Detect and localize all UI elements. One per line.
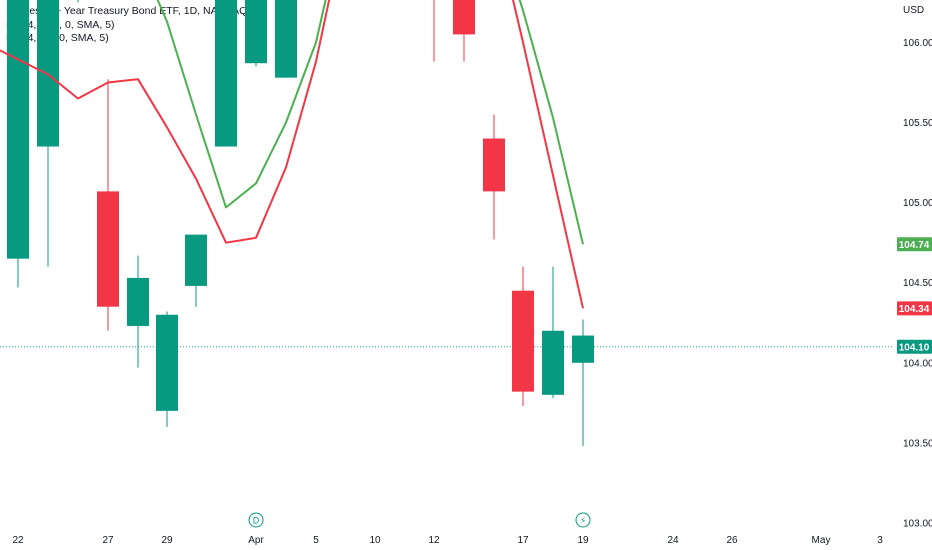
- candle-body[interactable]: [483, 138, 505, 192]
- candle-body[interactable]: [127, 277, 149, 326]
- x-tick-label: May: [812, 535, 831, 546]
- candle-body[interactable]: [453, 0, 475, 35]
- y-tick-label: 104.50: [903, 278, 932, 289]
- x-tick-label: 12: [428, 535, 440, 546]
- x-tick-label: 19: [577, 535, 589, 546]
- y-tick-label: 104.00: [903, 358, 932, 369]
- candle-body[interactable]: [97, 191, 119, 307]
- x-tick-label: 10: [369, 535, 381, 546]
- candle-body[interactable]: [572, 335, 594, 363]
- x-tick-label: 26: [726, 535, 738, 546]
- y-tick-label: 103.50: [903, 438, 932, 449]
- event-marker-icon[interactable]: [248, 512, 264, 528]
- y-tick-label: 103.00: [903, 519, 932, 530]
- x-tick-label: Apr: [248, 535, 264, 546]
- candle-body[interactable]: [542, 330, 564, 395]
- price-badge-label: 104.34: [899, 304, 930, 315]
- y-tick-label: 105.00: [903, 198, 932, 209]
- x-tick-label: 5: [313, 535, 319, 546]
- y-tick-label: 105.50: [903, 118, 932, 129]
- candle-body[interactable]: [156, 314, 178, 411]
- candle-body[interactable]: [7, 0, 29, 259]
- price-badge-label: 104.10: [899, 342, 930, 353]
- price-badge: [897, 339, 932, 354]
- event-marker-glyph: ⚡: [580, 516, 586, 526]
- candle-body[interactable]: [185, 234, 207, 286]
- event-marker-icon[interactable]: [575, 512, 591, 528]
- chart-legend: Ishares 20+ Year Treasury Bond ETF, 1D, …: [6, 5, 247, 46]
- currency-label: USD: [903, 5, 925, 16]
- ma-high-line: [156, 0, 584, 245]
- legend-title: Ishares 20+ Year Treasury Bond ETF, 1D, …: [6, 5, 248, 17]
- candle-body[interactable]: [512, 290, 534, 392]
- x-tick-label: 17: [517, 535, 529, 546]
- x-tick-label: 22: [12, 535, 24, 546]
- candle-body[interactable]: [245, 0, 267, 64]
- x-tick-label: 3: [877, 535, 883, 546]
- x-tick-label: 27: [102, 535, 114, 546]
- candle-body[interactable]: [37, 0, 59, 147]
- event-marker-glyph: D: [253, 516, 260, 526]
- price-badge: [897, 237, 932, 252]
- candle-body[interactable]: [275, 0, 297, 78]
- y-tick-label: 106.00: [903, 38, 932, 49]
- legend-ma-high: MA (4, high, 0, SMA, 5): [6, 18, 115, 31]
- candle-body[interactable]: [215, 0, 237, 147]
- x-tick-label: 24: [667, 535, 679, 546]
- price-badge-label: 104.74: [899, 240, 930, 251]
- ma-hl2-line: [0, 0, 584, 309]
- x-tick-label: 29: [161, 535, 173, 546]
- price-badge: [897, 301, 932, 316]
